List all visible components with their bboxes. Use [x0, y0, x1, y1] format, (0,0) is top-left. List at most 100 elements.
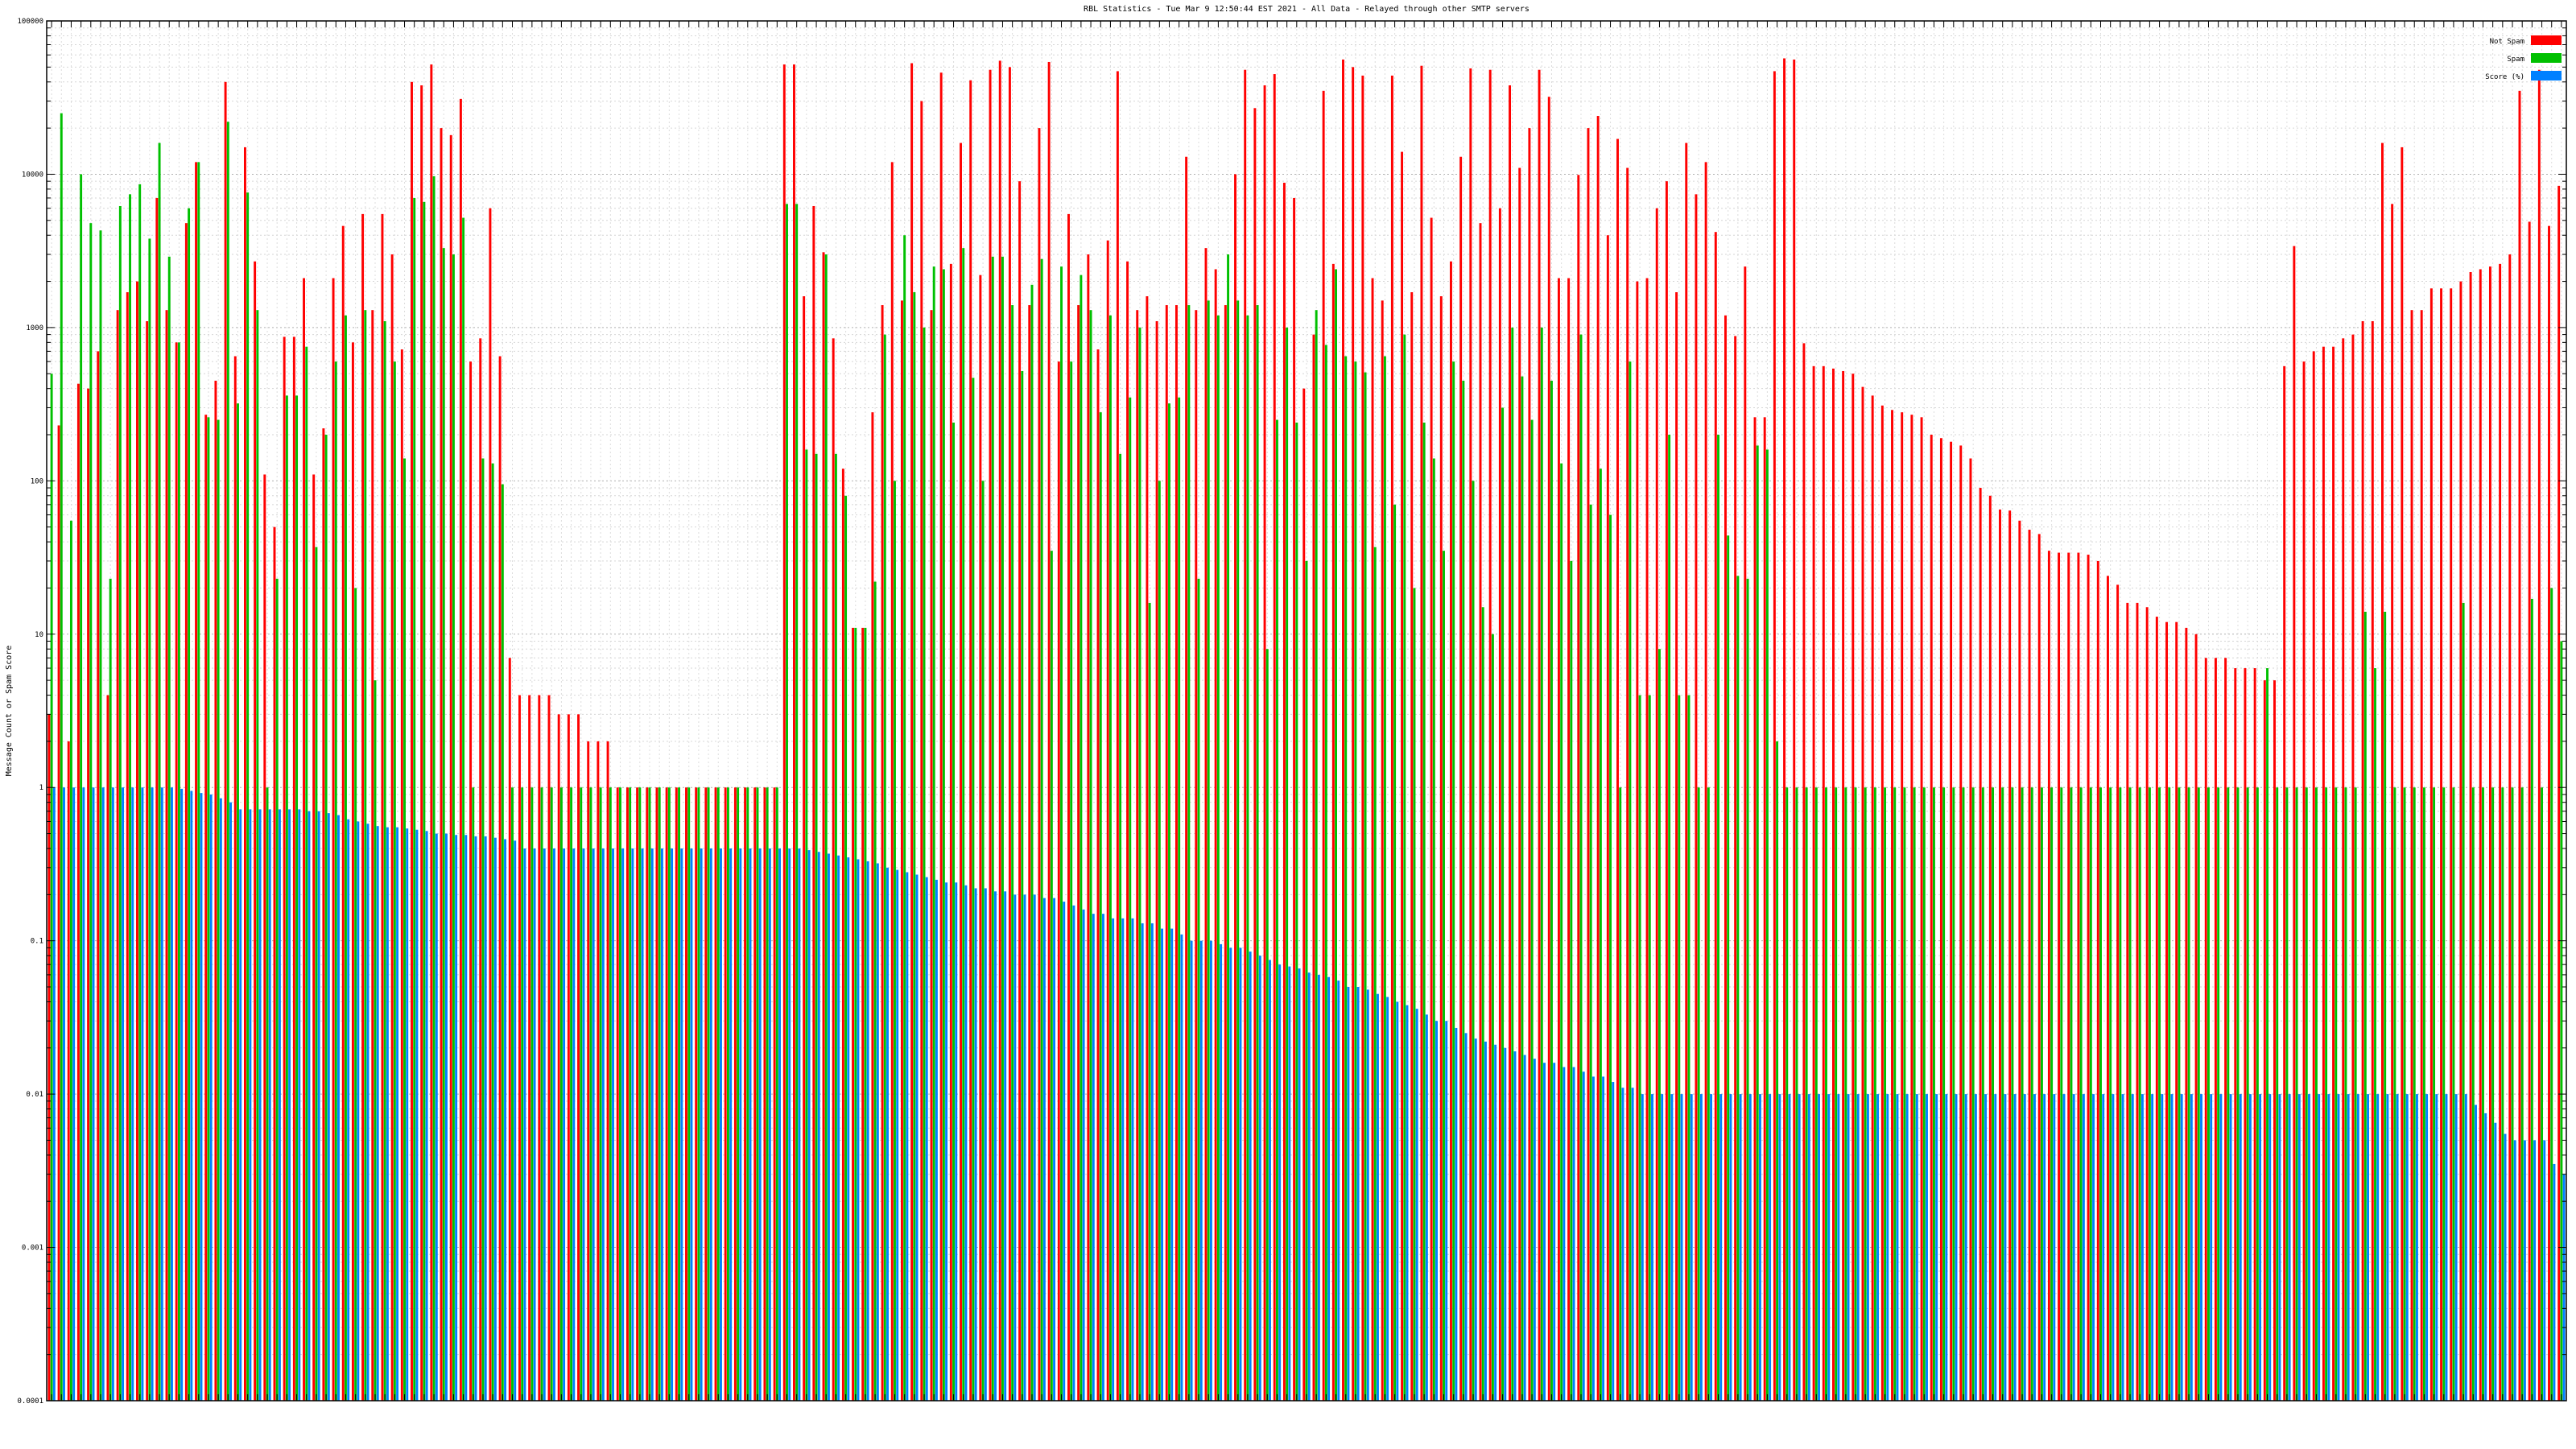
bar-not-spam	[67, 741, 70, 1401]
bar-score	[2405, 1094, 2409, 1401]
bar-spam	[1609, 514, 1612, 1401]
bar-score	[122, 787, 125, 1401]
bar-score	[700, 848, 703, 1401]
bar-not-spam	[303, 278, 305, 1401]
bar-spam	[452, 254, 455, 1401]
bar-spam	[99, 230, 102, 1402]
bar-not-spam	[812, 205, 815, 1401]
bar-score	[847, 857, 850, 1401]
bar-not-spam	[263, 474, 266, 1401]
bar-not-spam	[1371, 278, 1374, 1401]
bar-spam	[226, 122, 229, 1402]
bar-spam	[1364, 372, 1367, 1401]
bar-spam	[864, 627, 867, 1401]
bar-not-spam	[2499, 263, 2502, 1402]
bar-score	[552, 848, 555, 1401]
bar-spam	[1727, 535, 1730, 1401]
bar-score	[366, 824, 369, 1401]
bar-spam	[903, 235, 906, 1401]
bar-not-spam	[2155, 617, 2158, 1401]
bar-score	[1317, 974, 1320, 1401]
bar-not-spam	[1793, 59, 1796, 1402]
bar-not-spam	[273, 526, 276, 1401]
bar-spam	[1765, 449, 1769, 1401]
bar-spam	[2099, 787, 2102, 1401]
bar-not-spam	[1430, 217, 1433, 1401]
bar-score	[219, 798, 222, 1401]
bar-score	[2004, 1094, 2007, 1401]
bar-not-spam	[155, 197, 159, 1401]
bar-score	[837, 855, 840, 1401]
bar-not-spam	[2185, 627, 2188, 1401]
bar-not-spam	[116, 310, 119, 1402]
bar-spam	[1825, 787, 1827, 1401]
bar-not-spam	[793, 64, 795, 1402]
bar-score	[2523, 1140, 2526, 1401]
bar-score	[1063, 902, 1066, 1401]
bar-spam	[80, 174, 83, 1401]
bar-spam	[550, 787, 553, 1401]
bar-score	[190, 791, 193, 1401]
bar-not-spam	[243, 147, 246, 1402]
bar-score	[2494, 1122, 2497, 1401]
bar-not-spam	[1547, 97, 1550, 1401]
bar-not-spam	[371, 310, 374, 1402]
bar-score	[1837, 1094, 1840, 1401]
bar-score	[514, 840, 517, 1401]
bar-spam	[1814, 787, 1818, 1401]
bar-spam	[1148, 602, 1151, 1401]
bar-spam	[2530, 598, 2533, 1401]
bar-score	[1699, 1094, 1703, 1401]
bar-score	[739, 848, 742, 1401]
bar-not-spam	[1979, 488, 1982, 1401]
bar-score	[1974, 1094, 1977, 1401]
bar-score	[435, 833, 438, 1401]
bar-spam	[540, 787, 543, 1401]
bar-spam	[2109, 787, 2112, 1401]
bar-score	[209, 794, 213, 1401]
bar-spam	[1089, 310, 1092, 1402]
bar-spam	[629, 787, 632, 1401]
bar-score	[1994, 1094, 1997, 1401]
bar-score	[1092, 914, 1095, 1401]
bar-not-spam	[655, 787, 658, 1401]
bar-not-spam	[2557, 185, 2561, 1402]
bar-spam	[1403, 334, 1406, 1401]
bar-score	[455, 835, 458, 1401]
bar-not-spam	[2047, 551, 2050, 1401]
bar-score	[1612, 1082, 1615, 1401]
bar-spam	[766, 787, 769, 1401]
bar-not-spam	[1606, 235, 1609, 1401]
bar-not-spam	[1420, 65, 1423, 1401]
bar-score	[1199, 940, 1203, 1401]
bar-score	[1004, 891, 1007, 1401]
bar-score	[2033, 1094, 2036, 1401]
bar-spam	[217, 419, 220, 1401]
bar-score	[2023, 1094, 2026, 1401]
bar-not-spam	[498, 356, 502, 1401]
bar-score	[2553, 1163, 2556, 1401]
bar-not-spam	[126, 292, 129, 1401]
bar-not-spam	[1999, 509, 2001, 1402]
bar-score	[1572, 1067, 1575, 1401]
bar-not-spam	[400, 349, 403, 1402]
bar-score	[857, 859, 860, 1401]
bar-score	[2259, 1094, 2262, 1401]
bar-not-spam	[832, 338, 835, 1401]
bar-not-spam	[2263, 680, 2266, 1401]
bar-score	[523, 848, 526, 1401]
bar-score	[1484, 1041, 1487, 1401]
bar-score	[347, 819, 350, 1401]
ticks-layer: 100000 10000 1000 100 10 1 0.1 0.01 0.001 0.0001	[17, 18, 2566, 1406]
chart-title: RBL Statistics - Tue Mar 9 12:50:44 EST …	[1084, 5, 1530, 14]
bar-not-spam	[175, 342, 178, 1401]
bar-spam	[2541, 787, 2544, 1401]
bar-spam	[815, 453, 818, 1401]
bar-spam	[1992, 787, 1994, 1401]
bar-spam	[1530, 419, 1534, 1401]
bar-spam	[1452, 361, 1455, 1401]
bar-not-spam	[1146, 296, 1149, 1401]
bar-spam	[1589, 504, 1592, 1402]
bar-not-spam	[1282, 183, 1286, 1401]
bar-spam	[1030, 284, 1034, 1402]
